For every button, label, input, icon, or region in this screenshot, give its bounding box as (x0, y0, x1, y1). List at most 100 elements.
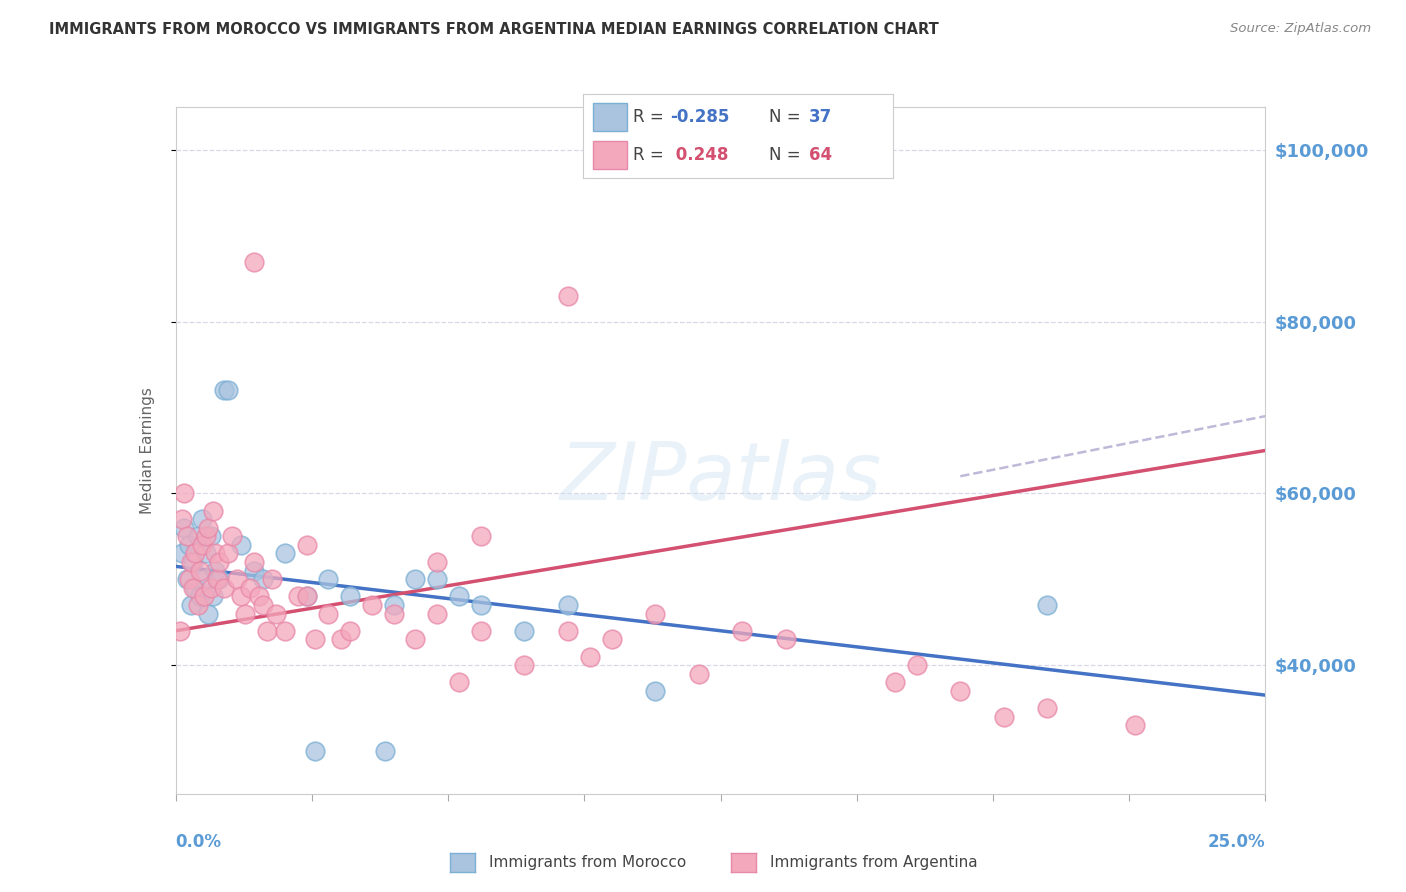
Point (172, 546, 194, 561)
Point (231, 538, 253, 552)
Point (180, 555, 202, 569)
Point (243, 254, 266, 268)
Point (405, 632, 427, 647)
Point (204, 564, 226, 578)
Text: -0.285: -0.285 (671, 108, 730, 126)
Text: ZIPatlas: ZIPatlas (560, 439, 882, 517)
Text: Immigrants from Morocco: Immigrants from Morocco (489, 855, 686, 870)
Point (180, 598, 202, 612)
Point (186, 598, 209, 612)
Point (208, 555, 231, 569)
Point (252, 572, 274, 586)
Point (318, 607, 340, 621)
Point (188, 564, 211, 578)
Point (1123, 718, 1146, 732)
Point (217, 384, 239, 398)
Point (470, 529, 492, 543)
Text: Immigrants from Argentina: Immigrants from Argentina (770, 855, 979, 870)
Point (247, 590, 270, 604)
Point (274, 624, 297, 638)
Point (172, 512, 194, 526)
Point (243, 564, 266, 578)
Point (361, 598, 384, 612)
Point (197, 521, 219, 535)
Bar (593, 141, 627, 169)
Point (447, 675, 470, 690)
Point (318, 572, 340, 586)
Point (173, 486, 195, 500)
Point (274, 546, 297, 561)
Point (884, 675, 907, 690)
Point (426, 572, 449, 586)
Point (181, 581, 204, 595)
Point (217, 546, 239, 561)
Point (169, 624, 191, 638)
Point (256, 624, 278, 638)
Point (1036, 598, 1059, 612)
Text: 0.0%: 0.0% (176, 832, 222, 850)
Point (775, 632, 797, 647)
Point (208, 572, 231, 586)
Point (688, 666, 710, 681)
Point (644, 607, 666, 621)
Point (225, 572, 247, 586)
Point (200, 581, 222, 595)
Point (470, 598, 492, 612)
Point (191, 512, 214, 526)
Point (304, 744, 326, 758)
Point (426, 607, 449, 621)
Point (374, 744, 396, 758)
Point (447, 590, 470, 604)
Text: N =: N = (769, 146, 806, 164)
Point (557, 598, 579, 612)
Point (181, 555, 204, 569)
Point (295, 590, 318, 604)
Point (731, 624, 754, 638)
Point (186, 529, 209, 543)
Text: 37: 37 (810, 108, 832, 126)
Point (470, 624, 492, 638)
Point (252, 598, 274, 612)
Point (295, 538, 318, 552)
Point (197, 607, 219, 621)
Point (191, 538, 214, 552)
Point (195, 546, 218, 561)
Text: N =: N = (769, 108, 806, 126)
Point (264, 607, 287, 621)
Point (221, 529, 243, 543)
Point (579, 649, 602, 664)
Point (557, 289, 579, 303)
Point (339, 590, 361, 604)
Point (382, 607, 405, 621)
Point (557, 624, 579, 638)
Point (201, 590, 224, 604)
Point (330, 632, 353, 647)
Point (304, 632, 326, 647)
Point (1036, 701, 1059, 715)
Point (287, 590, 309, 604)
Point (205, 572, 228, 586)
Point (295, 590, 318, 604)
Text: R =: R = (633, 146, 669, 164)
Point (212, 384, 235, 398)
Point (600, 632, 623, 647)
Point (644, 683, 666, 698)
Point (513, 658, 536, 673)
Point (188, 590, 211, 604)
Point (239, 581, 262, 595)
Point (193, 572, 215, 586)
Point (177, 572, 200, 586)
Point (949, 683, 972, 698)
Text: 0.248: 0.248 (671, 146, 728, 164)
Point (235, 607, 257, 621)
Point (201, 503, 224, 517)
Point (177, 538, 200, 552)
Point (905, 658, 928, 673)
Point (339, 624, 361, 638)
Point (200, 529, 222, 543)
Point (184, 546, 207, 561)
Text: R =: R = (633, 108, 669, 126)
Y-axis label: Median Earnings: Median Earnings (141, 387, 155, 514)
Text: Source: ZipAtlas.com: Source: ZipAtlas.com (1230, 22, 1371, 36)
Point (231, 590, 253, 604)
